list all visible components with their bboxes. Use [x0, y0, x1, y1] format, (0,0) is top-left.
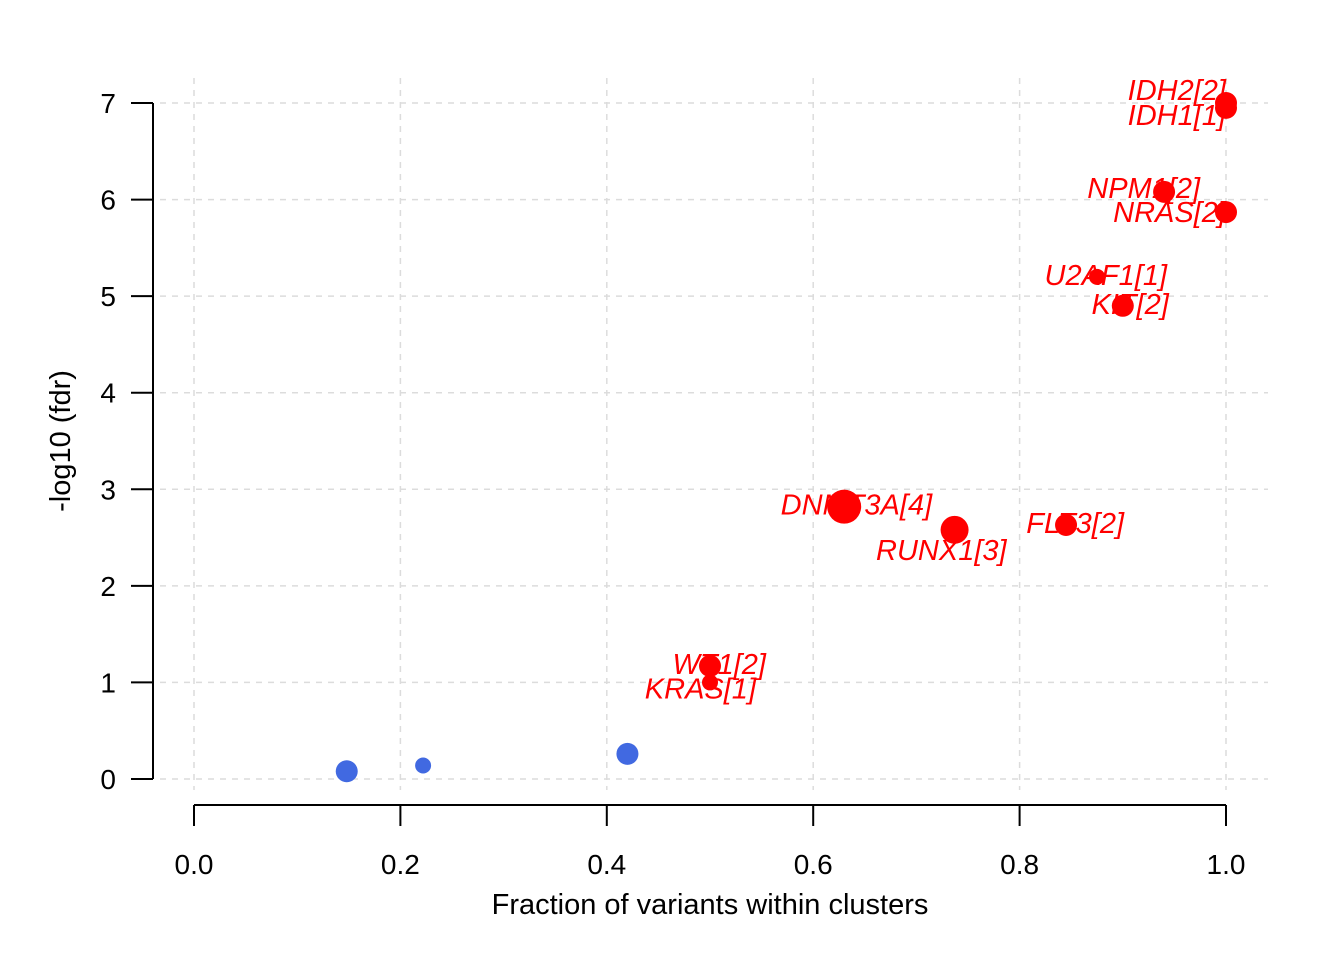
point-label: KIT[2] — [1091, 289, 1169, 321]
point-label: DNMT3A[4] — [781, 490, 933, 522]
x-tick-label: 0.4 — [587, 849, 626, 880]
y-tick-label: 2 — [100, 571, 116, 602]
x-tick-label: 0.0 — [175, 849, 214, 880]
data-point — [415, 757, 432, 774]
data-point — [1215, 201, 1237, 224]
y-tick-label: 3 — [100, 474, 116, 505]
y-tick-label: 5 — [100, 281, 116, 312]
data-point — [1153, 180, 1176, 203]
point-label: IDH1[1] — [1128, 100, 1227, 132]
point-labels: IDH1[1]IDH2[2] NPM1[2]NRAS[2] U2AF1[1]KIT[… — [645, 75, 1227, 706]
point-label: NPM1[2] — [1087, 173, 1201, 205]
point-label: RUNX1[3] — [876, 535, 1007, 567]
y-tick-label: 0 — [100, 764, 116, 795]
point-label: KRAS[1] — [645, 673, 757, 705]
data-point — [702, 674, 718, 691]
y-axis-title: -log10 (fdr) — [45, 370, 77, 512]
data-point — [1055, 514, 1078, 537]
y-tick-label: 4 — [100, 378, 116, 409]
data-point — [335, 760, 358, 783]
x-tick-label: 0.8 — [1000, 849, 1039, 880]
data-point — [1111, 294, 1134, 317]
point-label: WT1[2] — [673, 649, 767, 681]
x-tick-label: 0.2 — [381, 849, 420, 880]
data-point — [1215, 96, 1237, 119]
y-tick-label: 1 — [100, 667, 116, 698]
data-point — [699, 655, 721, 678]
x-axis-title: Fraction of variants within clusters — [492, 889, 929, 921]
data-points — [335, 92, 1237, 783]
data-point — [940, 515, 969, 544]
x-tick-label: 0.6 — [794, 849, 833, 880]
y-tick-label: 7 — [100, 88, 116, 119]
x-tick-label: 1.0 — [1207, 849, 1246, 880]
y-tick-label: 6 — [100, 185, 116, 216]
data-point — [616, 742, 639, 765]
data-point — [827, 489, 862, 524]
point-label: IDH2[2] — [1128, 75, 1227, 107]
data-point — [1089, 268, 1105, 285]
point-label: U2AF1[1] — [1045, 260, 1168, 292]
axes: 0 1 2 3 4 5 6 7 0.0 0.2 0.4 0.6 0.8 1.0 — [100, 88, 1245, 880]
point-label: FLT3[2] — [1026, 508, 1125, 540]
point-label: NRAS[2] — [1113, 197, 1227, 229]
